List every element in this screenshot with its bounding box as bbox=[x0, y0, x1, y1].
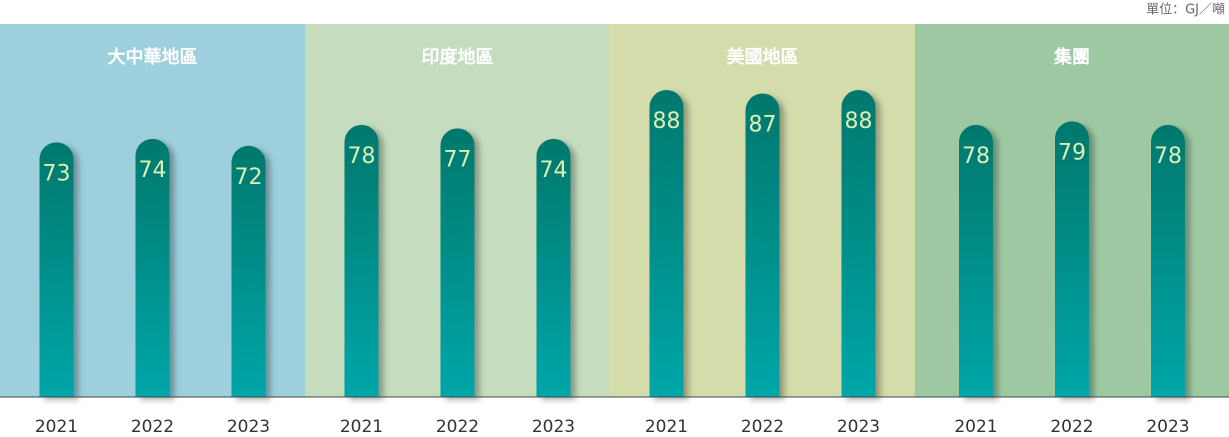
bar bbox=[1055, 121, 1089, 398]
value-label: 72 bbox=[235, 165, 263, 190]
value-label: 78 bbox=[348, 144, 376, 169]
x-tick-label: 2021 bbox=[954, 417, 997, 437]
x-tick-label: 2022 bbox=[1050, 417, 1093, 437]
bar bbox=[745, 93, 780, 397]
bar bbox=[440, 128, 475, 397]
bar bbox=[231, 145, 266, 397]
x-tick-label: 2022 bbox=[741, 417, 784, 437]
x-tick-label: 2023 bbox=[227, 417, 270, 437]
unit-note: 單位：GJ／噸 bbox=[1146, 3, 1225, 18]
x-tick-label: 2022 bbox=[436, 417, 479, 437]
value-label: 77 bbox=[444, 147, 472, 172]
value-label: 74 bbox=[139, 158, 167, 183]
x-tick-label: 2023 bbox=[1146, 417, 1189, 437]
bar bbox=[649, 89, 684, 397]
value-label: 78 bbox=[1154, 144, 1182, 169]
value-label: 78 bbox=[962, 144, 990, 169]
bar bbox=[536, 138, 571, 397]
value-label: 74 bbox=[540, 158, 568, 183]
bar bbox=[39, 142, 74, 397]
bar bbox=[344, 124, 379, 398]
x-tick-label: 2021 bbox=[340, 417, 383, 437]
value-label: 88 bbox=[653, 109, 681, 134]
panel-title: 大中華地區 bbox=[108, 46, 198, 68]
bar bbox=[959, 124, 993, 398]
x-tick-label: 2023 bbox=[837, 417, 880, 437]
panel-title: 集團 bbox=[1053, 46, 1090, 68]
panel-title: 美國地區 bbox=[727, 46, 799, 68]
value-label: 73 bbox=[43, 161, 71, 186]
x-tick-label: 2023 bbox=[532, 417, 575, 437]
value-label: 87 bbox=[749, 112, 777, 137]
bar bbox=[135, 138, 170, 398]
x-tick-label: 2021 bbox=[645, 417, 688, 437]
bar bbox=[841, 89, 876, 397]
panel-title: 印度地區 bbox=[422, 46, 494, 68]
x-tick-label: 2022 bbox=[131, 417, 174, 437]
value-label: 79 bbox=[1058, 140, 1086, 165]
value-label: 88 bbox=[845, 109, 873, 134]
x-tick-label: 2021 bbox=[35, 417, 78, 437]
bar bbox=[1151, 124, 1185, 398]
